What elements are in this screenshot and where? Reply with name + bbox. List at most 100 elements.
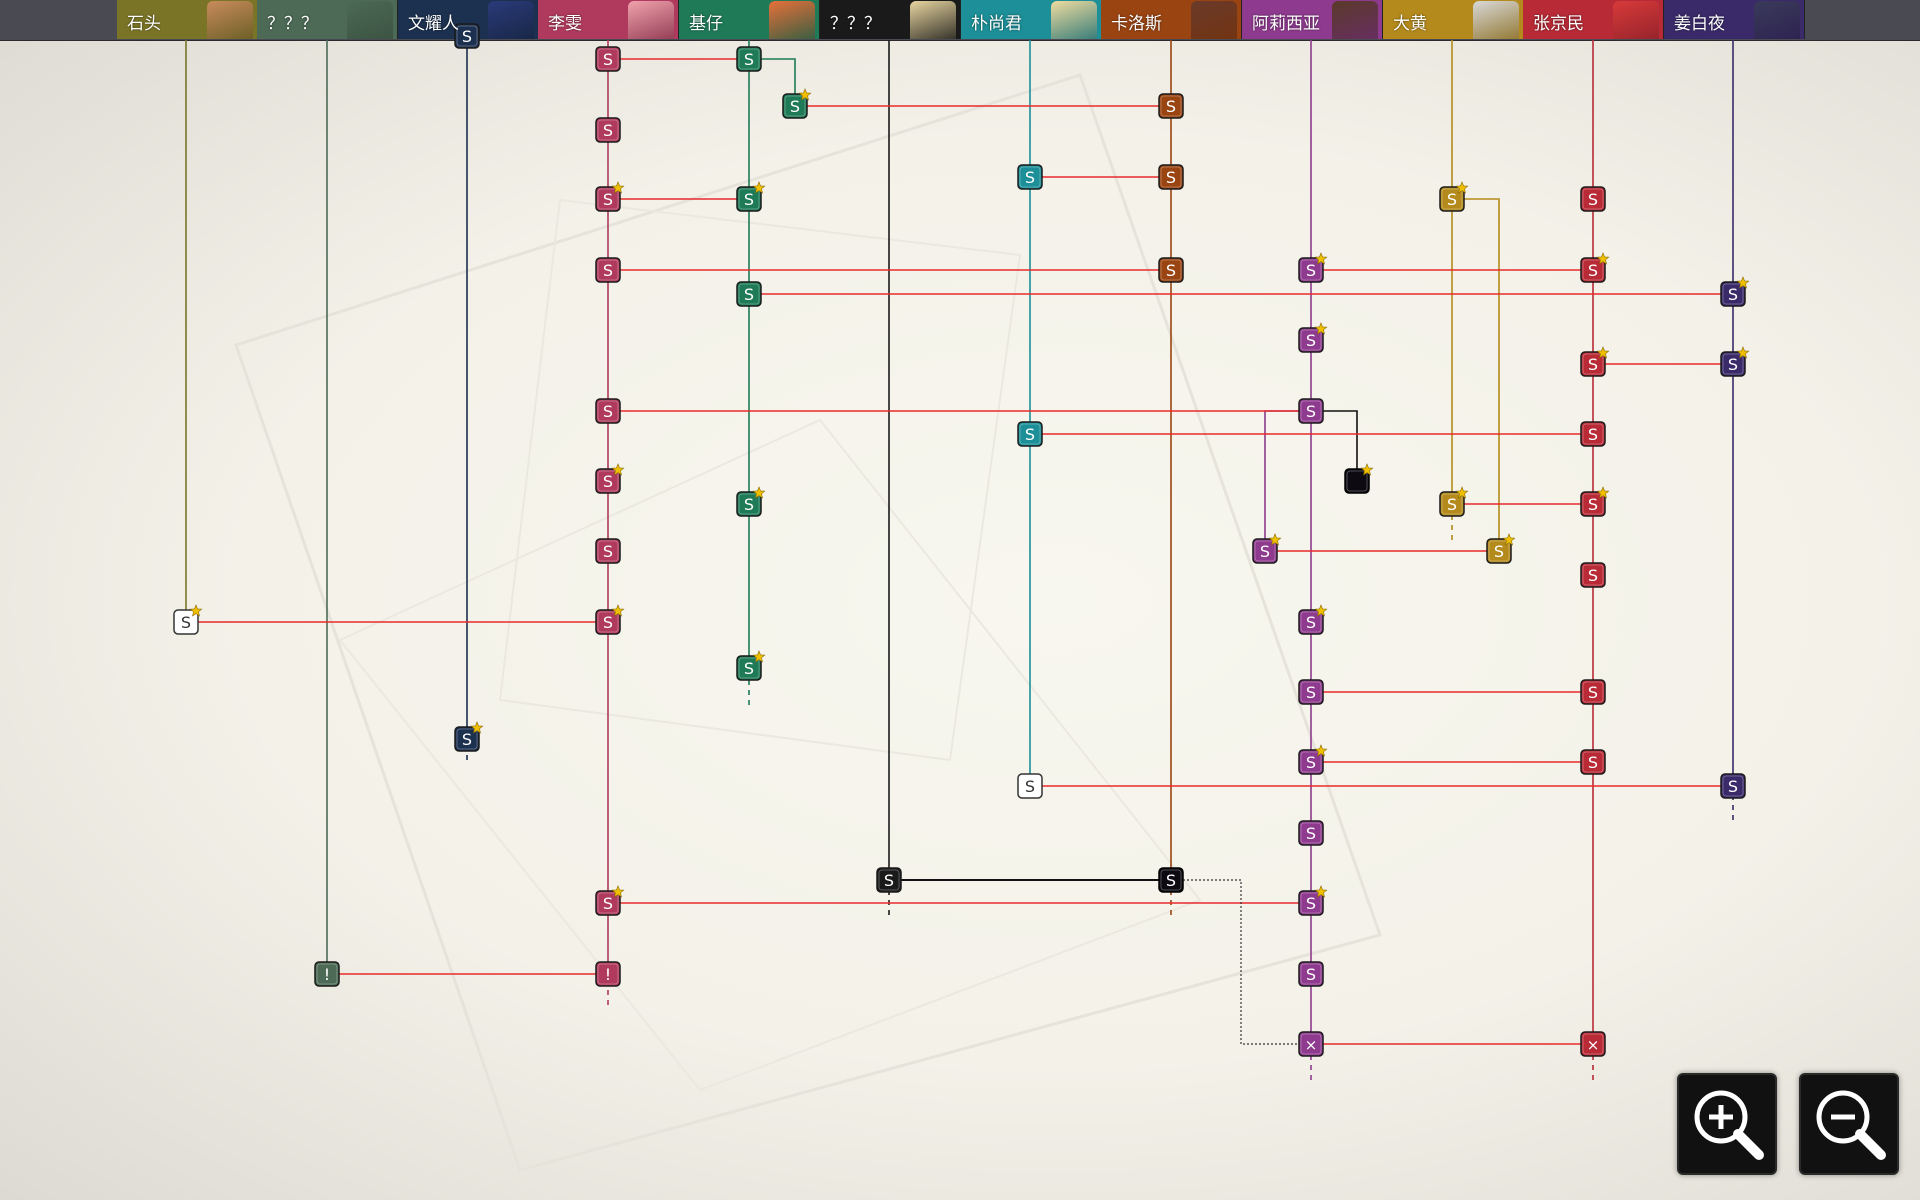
event-node-s[interactable]: S	[1580, 749, 1606, 775]
event-node-s[interactable]: S	[595, 398, 621, 424]
event-node-s[interactable]: S	[1017, 421, 1043, 447]
event-node-s[interactable]: S	[1486, 533, 1516, 564]
event-node-s[interactable]: S	[1720, 346, 1750, 377]
event-node-s[interactable]: S	[1439, 181, 1469, 212]
event-node-s[interactable]: S	[1017, 164, 1043, 190]
star-icon	[1736, 276, 1750, 289]
node-inner-border	[1160, 95, 1182, 117]
node-inner-border	[597, 259, 619, 281]
event-node-s[interactable]: S	[595, 538, 621, 564]
event-node-s[interactable]: S	[595, 604, 625, 635]
node-inner-border	[738, 283, 760, 305]
event-node-s[interactable]: S	[454, 721, 484, 752]
event-node-s[interactable]: S	[595, 463, 625, 494]
node-box	[595, 961, 621, 987]
event-node-s[interactable]: S	[1298, 820, 1324, 846]
star-icon	[1268, 533, 1282, 546]
zoom-out-button[interactable]	[1799, 1073, 1899, 1175]
event-node-s[interactable]: S	[736, 281, 762, 307]
event-node-s[interactable]: S	[1580, 252, 1610, 283]
event-node-s[interactable]: S	[173, 604, 203, 635]
event-node-s[interactable]: S	[1298, 398, 1324, 424]
event-node-s[interactable]: S	[1017, 773, 1043, 799]
character-tab-aliciya[interactable]: 阿莉西亚	[1242, 0, 1383, 39]
event-node-s[interactable]: S	[1298, 322, 1328, 353]
character-tab-unknown2[interactable]: ？？？	[820, 0, 961, 39]
character-tab-shitou[interactable]: 石头	[117, 0, 258, 39]
star-icon	[189, 604, 203, 617]
event-node-s[interactable]: S	[1580, 421, 1606, 447]
node-box	[1298, 609, 1324, 635]
event-node-blank[interactable]	[1344, 463, 1374, 494]
event-node-s[interactable]: S	[1298, 679, 1324, 705]
star-icon	[1314, 744, 1328, 757]
character-tab-unknown1[interactable]: ？？？	[257, 0, 398, 39]
event-node-s[interactable]: S	[1158, 93, 1184, 119]
event-node-s[interactable]: S	[1158, 257, 1184, 283]
event-node-s[interactable]: S	[1580, 486, 1610, 517]
event-node-s[interactable]: S	[1580, 346, 1610, 377]
event-node-s[interactable]: S	[595, 181, 625, 212]
node-label: S	[744, 190, 754, 209]
event-node-s[interactable]: S	[736, 181, 766, 212]
node-inner-border	[1254, 540, 1276, 562]
node-inner-border	[1300, 611, 1322, 633]
character-tab-zhangjingmin[interactable]: 张京民	[1523, 0, 1664, 39]
event-node-s[interactable]: S	[736, 46, 762, 72]
character-header-bar: 石头 ？？？ 文耀人 李雯 基仔 ？？？ 朴尚君 卡洛斯 阿莉西亚 大黄 张京民 姜白夜	[0, 0, 1920, 41]
event-node-s[interactable]: S	[1720, 773, 1746, 799]
event-node-s[interactable]: S	[1298, 604, 1328, 635]
event-node-s[interactable]: S	[782, 88, 812, 119]
event-node-s[interactable]: S	[1298, 744, 1328, 775]
event-node-s[interactable]: S	[595, 117, 621, 143]
event-node-s[interactable]: S	[1580, 679, 1606, 705]
event-node-s[interactable]: S	[1580, 186, 1606, 212]
node-label: !	[324, 965, 330, 984]
node-inner-border	[1582, 353, 1604, 375]
event-node-alert[interactable]: !	[595, 961, 621, 987]
star-icon	[798, 88, 812, 101]
zoom-out-icon	[1816, 1090, 1886, 1160]
node-box	[1720, 351, 1746, 377]
event-node-s[interactable]: S	[1158, 867, 1184, 893]
star-icon	[1736, 346, 1750, 359]
event-node-alert[interactable]: !	[314, 961, 340, 987]
character-tab-piaoshangjun[interactable]: 朴尚君	[961, 0, 1102, 39]
event-node-s[interactable]: S	[876, 867, 902, 893]
event-node-cross[interactable]: ×	[1580, 1031, 1606, 1057]
event-node-s[interactable]: S	[595, 46, 621, 72]
event-node-s[interactable]: S	[1298, 961, 1324, 987]
event-node-s[interactable]: S	[1580, 562, 1606, 588]
character-tab-label: 大黄	[1393, 14, 1427, 34]
event-node-s[interactable]: S	[1720, 276, 1750, 307]
character-tab-liwen[interactable]: 李雯	[538, 0, 679, 39]
event-node-s[interactable]: S	[595, 257, 621, 283]
node-box	[1017, 164, 1043, 190]
star-icon	[1314, 252, 1328, 265]
character-portrait	[1473, 1, 1519, 39]
node-inner-border	[1300, 329, 1322, 351]
event-node-s[interactable]: S	[454, 23, 480, 49]
character-tab-kaluosi[interactable]: 卡洛斯	[1101, 0, 1242, 39]
character-tab-jizai[interactable]: 基仔	[679, 0, 820, 39]
event-node-cross[interactable]: ×	[1298, 1031, 1324, 1057]
node-inner-border	[597, 188, 619, 210]
character-portrait	[207, 1, 253, 39]
zoom-in-button[interactable]	[1677, 1073, 1777, 1175]
character-tab-jiangbaiye[interactable]: 姜白夜	[1664, 0, 1805, 39]
character-portrait	[910, 1, 956, 39]
event-node-s[interactable]: S	[1252, 533, 1282, 564]
node-box	[736, 281, 762, 307]
character-tab-dahuang[interactable]: 大黄	[1383, 0, 1524, 39]
event-node-s[interactable]: S	[595, 885, 625, 916]
node-box	[595, 257, 621, 283]
event-node-s[interactable]: S	[1298, 885, 1328, 916]
node-label: S	[1728, 355, 1738, 374]
event-node-s[interactable]: S	[1439, 486, 1469, 517]
event-node-s[interactable]: S	[736, 650, 766, 681]
event-node-s[interactable]: S	[736, 486, 766, 517]
event-node-s[interactable]: S	[1158, 164, 1184, 190]
node-box	[1580, 186, 1606, 212]
event-node-s[interactable]: S	[1298, 252, 1328, 283]
